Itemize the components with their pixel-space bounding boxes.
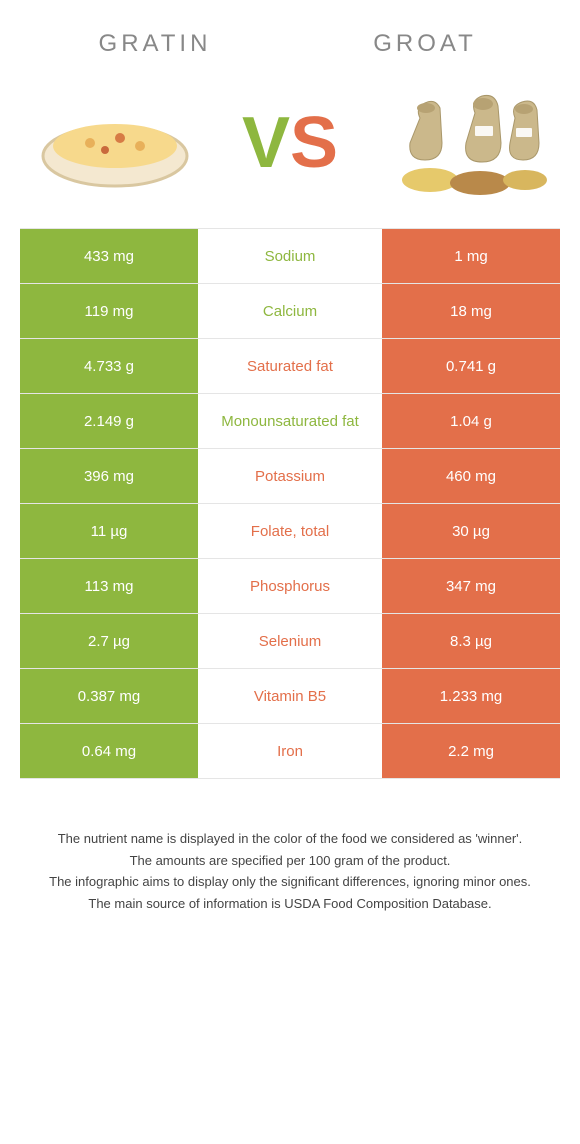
nutrient-name: Calcium [198, 284, 382, 338]
footer-line-3: The infographic aims to display only the… [30, 872, 550, 892]
value-left: 0.387 mg [20, 669, 198, 723]
table-row: 0.64 mgIron2.2 mg [20, 724, 560, 779]
value-left: 0.64 mg [20, 724, 198, 778]
vs-s: S [290, 103, 338, 183]
table-row: 11 µgFolate, total30 µg [20, 504, 560, 559]
nutrient-name: Potassium [198, 449, 382, 503]
value-left: 2.149 g [20, 394, 198, 448]
table-row: 113 mgPhosphorus347 mg [20, 559, 560, 614]
table-row: 2.149 gMonounsaturated fat1.04 g [20, 394, 560, 449]
header-row: GRATIN GROAT [0, 0, 580, 68]
comparison-infographic: GRATIN GROAT VS [0, 0, 580, 1144]
vs-v: V [242, 103, 290, 183]
footer-notes: The nutrient name is displayed in the co… [30, 829, 550, 913]
food-image-gratin [30, 88, 200, 198]
table-row: 0.387 mgVitamin B51.233 mg [20, 669, 560, 724]
nutrient-name: Phosphorus [198, 559, 382, 613]
value-right: 2.2 mg [382, 724, 560, 778]
nutrient-name: Saturated fat [198, 339, 382, 393]
table-row: 396 mgPotassium460 mg [20, 449, 560, 504]
food-image-groat [380, 88, 550, 198]
table-row: 4.733 gSaturated fat0.741 g [20, 339, 560, 394]
nutrient-name: Vitamin B5 [198, 669, 382, 723]
value-right: 1.04 g [382, 394, 560, 448]
value-right: 30 µg [382, 504, 560, 558]
value-left: 2.7 µg [20, 614, 198, 668]
value-right: 460 mg [382, 449, 560, 503]
value-right: 0.741 g [382, 339, 560, 393]
footer-line-1: The nutrient name is displayed in the co… [30, 829, 550, 849]
images-row: VS [0, 68, 580, 228]
value-right: 8.3 µg [382, 614, 560, 668]
footer-line-2: The amounts are specified per 100 gram o… [30, 851, 550, 871]
value-right: 1.233 mg [382, 669, 560, 723]
value-left: 119 mg [20, 284, 198, 338]
value-left: 4.733 g [20, 339, 198, 393]
nutrient-name: Iron [198, 724, 382, 778]
value-left: 11 µg [20, 504, 198, 558]
nutrient-name: Sodium [198, 229, 382, 283]
table-row: 119 mgCalcium18 mg [20, 284, 560, 339]
nutrient-name: Selenium [198, 614, 382, 668]
value-left: 396 mg [20, 449, 198, 503]
food-title-right: GROAT [290, 30, 560, 58]
vs-label: VS [242, 107, 338, 179]
footer-line-4: The main source of information is USDA F… [30, 894, 550, 914]
value-right: 18 mg [382, 284, 560, 338]
table-row: 2.7 µgSelenium8.3 µg [20, 614, 560, 669]
nutrient-name: Folate, total [198, 504, 382, 558]
nutrient-table: 433 mgSodium1 mg119 mgCalcium18 mg4.733 … [20, 228, 560, 779]
food-title-left: GRATIN [20, 30, 290, 58]
value-right: 1 mg [382, 229, 560, 283]
value-left: 433 mg [20, 229, 198, 283]
value-right: 347 mg [382, 559, 560, 613]
value-left: 113 mg [20, 559, 198, 613]
table-row: 433 mgSodium1 mg [20, 229, 560, 284]
nutrient-name: Monounsaturated fat [198, 394, 382, 448]
